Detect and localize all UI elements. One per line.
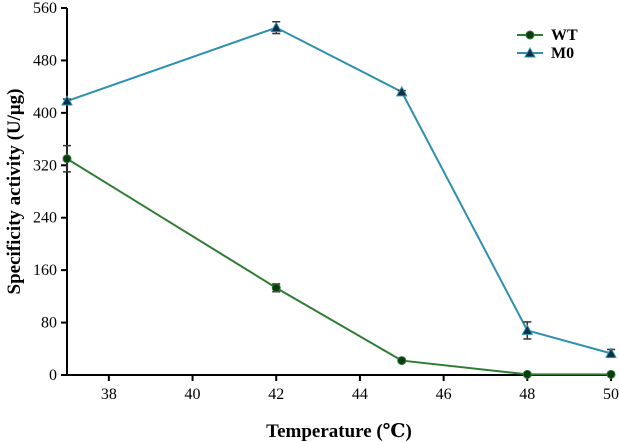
data-point	[61, 95, 73, 106]
y-tick-label: 480	[33, 52, 57, 69]
series-layer	[61, 21, 617, 379]
y-tick-label: 160	[33, 262, 57, 279]
data-point	[395, 85, 408, 97]
legend-marker	[524, 46, 536, 58]
data-point	[522, 369, 532, 379]
x-tick-label: 50	[603, 386, 619, 403]
y-axis-title: Specificity activity (U/μg)	[4, 89, 25, 295]
data-point	[270, 21, 283, 33]
x-tick-label: 48	[519, 386, 535, 403]
y-tick-label: 400	[33, 105, 57, 122]
series-m0	[61, 21, 617, 359]
data-point	[271, 283, 281, 293]
legend-label: M0	[551, 45, 574, 62]
x-axis-title: Temperature (℃)	[266, 421, 412, 442]
legend-label: WT	[551, 27, 578, 44]
data-point	[606, 369, 616, 379]
series-wt	[62, 144, 616, 379]
y-tick-label: 320	[33, 157, 57, 174]
x-tick-label: 40	[185, 386, 201, 403]
x-tick-label: 38	[101, 386, 117, 403]
x-tick-label: 42	[268, 386, 284, 403]
series-line	[66, 26, 612, 355]
x-tick-label: 44	[352, 386, 368, 403]
series-line	[66, 157, 611, 376]
y-tick-label: 240	[33, 210, 57, 227]
axes: 0 80 160 240 320 400 480 560 38 40 42 44 46 48 50	[33, 0, 619, 403]
data-point	[521, 324, 534, 335]
data-point	[605, 347, 617, 358]
legend-marker	[525, 30, 535, 40]
data-point	[62, 154, 72, 164]
data-point	[397, 356, 407, 366]
x-tick-label: 46	[436, 386, 452, 403]
y-tick-label: 560	[33, 0, 57, 17]
y-tick-label: 80	[41, 315, 57, 332]
y-tick-label: 0	[49, 367, 57, 384]
